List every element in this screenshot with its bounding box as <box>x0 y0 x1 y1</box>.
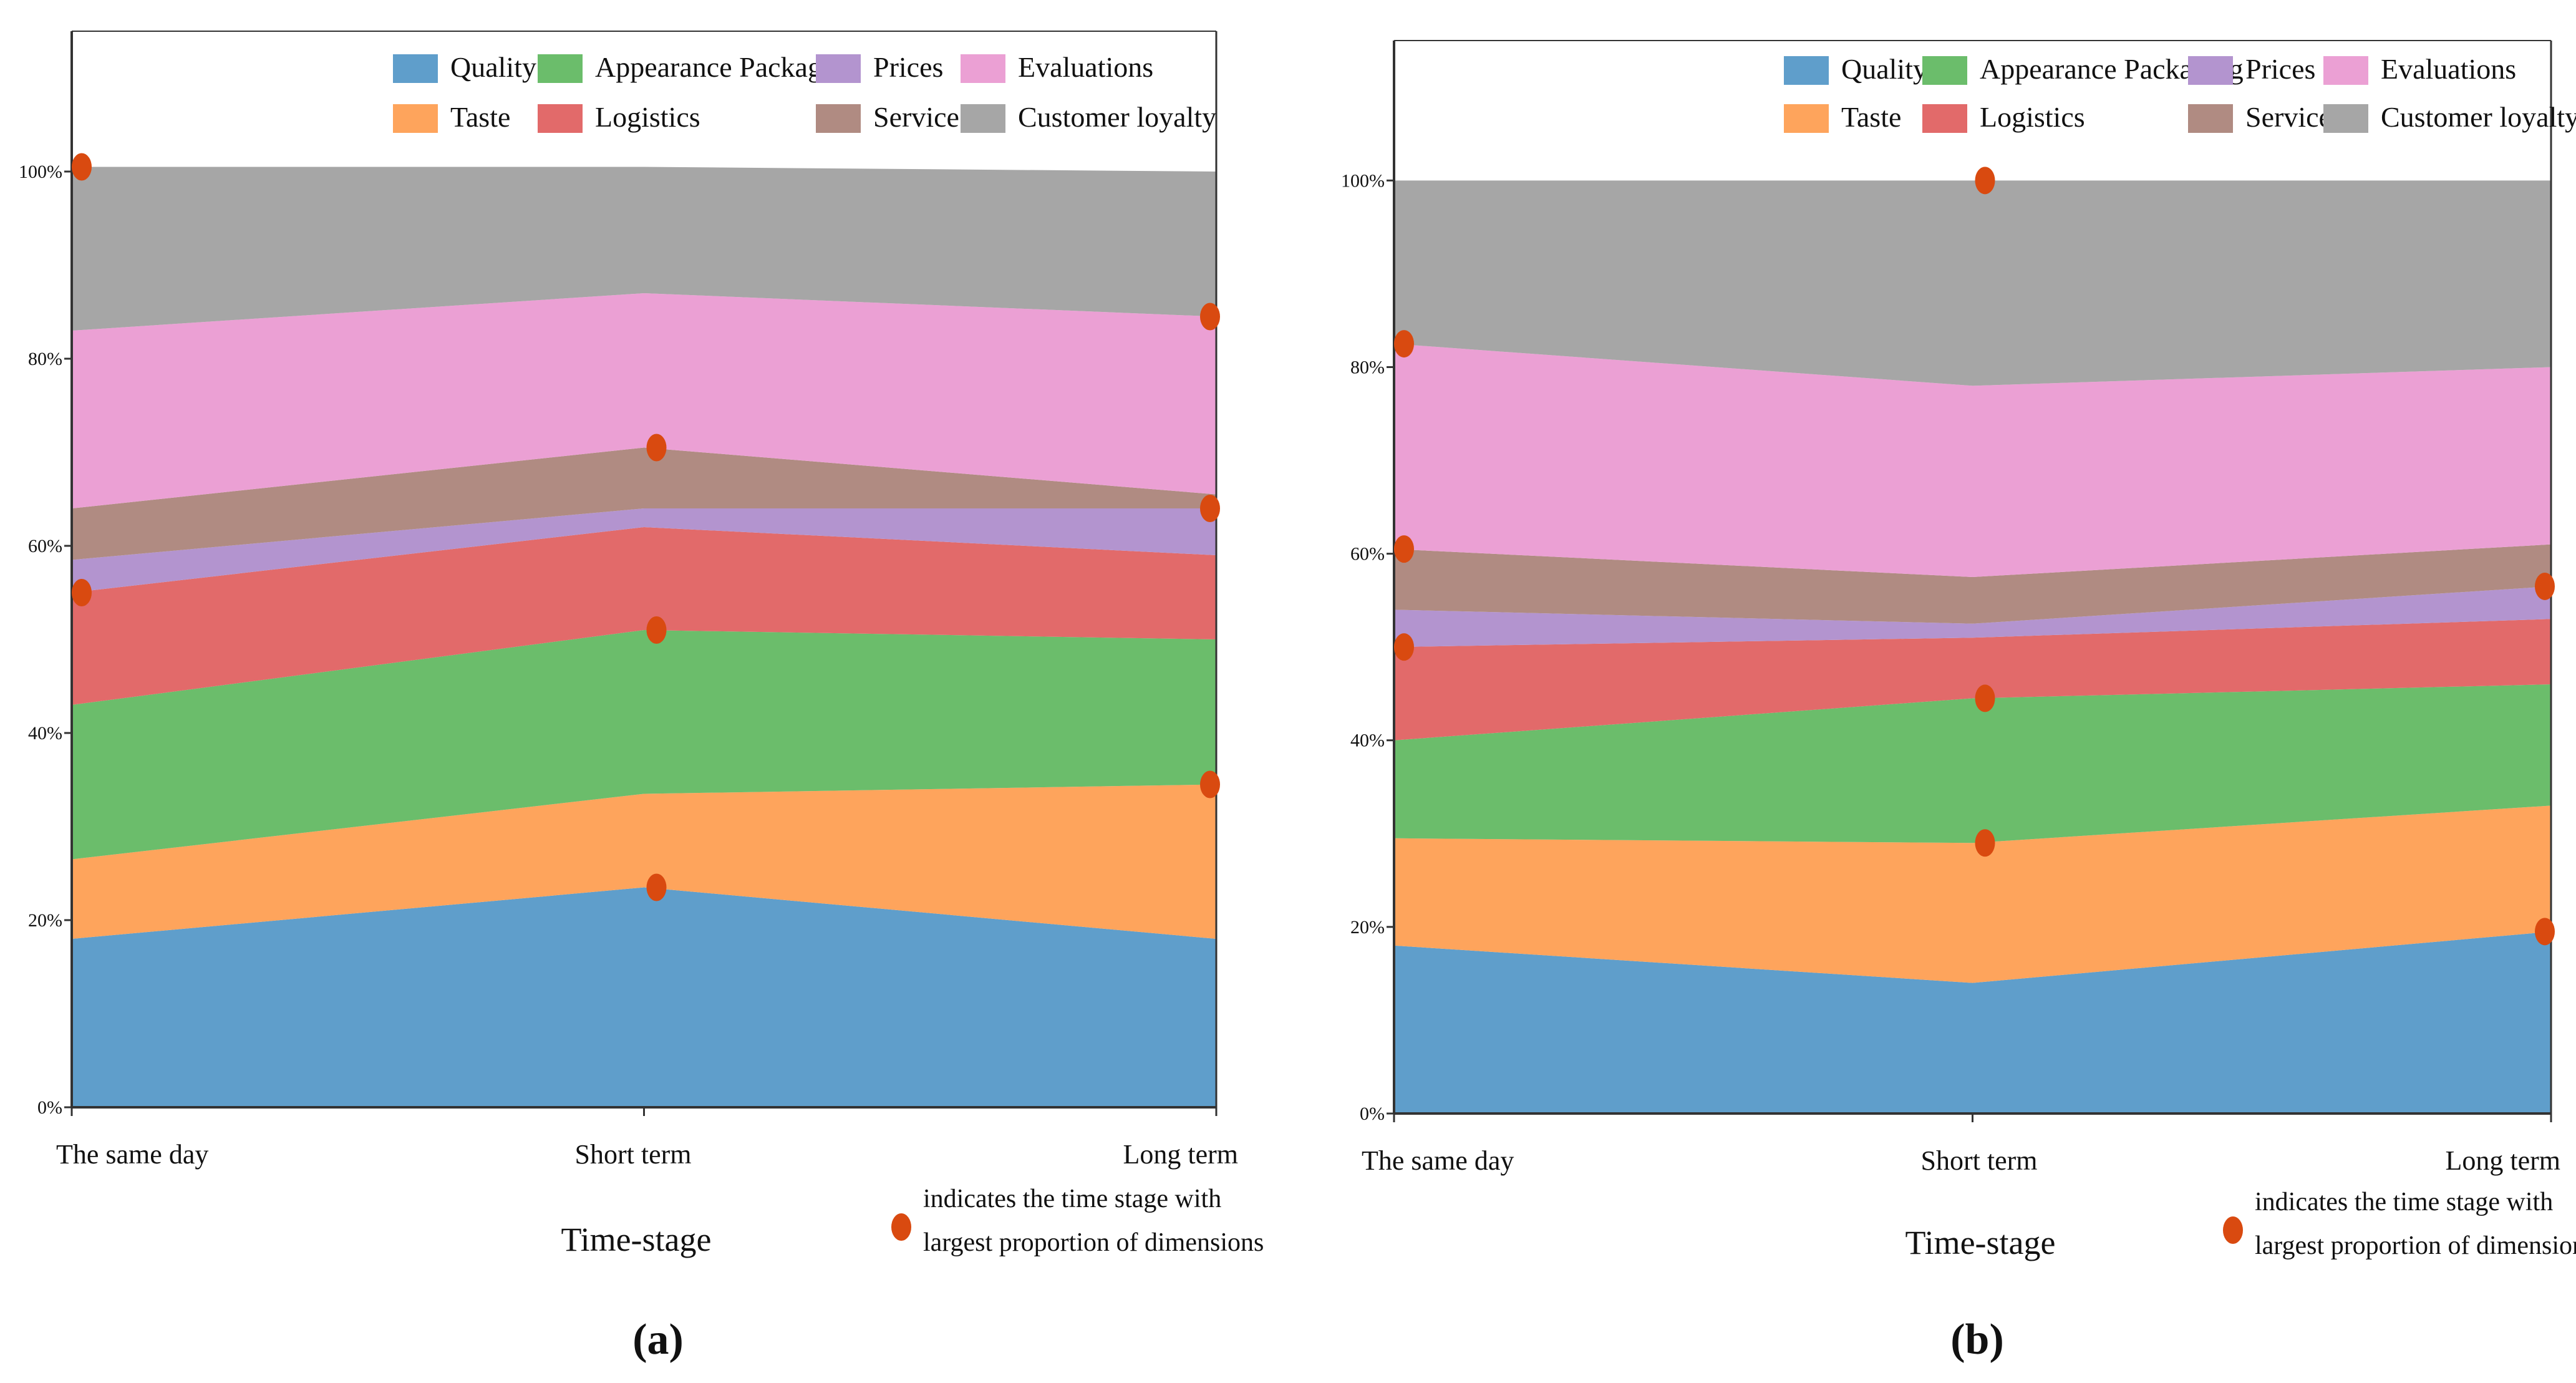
legend-swatch-evaluations <box>961 54 1005 83</box>
max-marker-appearance-packaging <box>1975 684 1995 712</box>
legend-label-customer-loyalty: Customer loyalty <box>2381 101 2576 133</box>
legend-label-service: Service <box>2245 101 2331 133</box>
legend-label-evaluations: Evaluations <box>2381 53 2516 85</box>
legend-swatch-service <box>816 104 861 133</box>
area-prices <box>72 508 1216 593</box>
x-tick-label-the-same-day: The same day <box>56 1139 208 1170</box>
max-marker-customer-loyalty <box>1975 167 1995 195</box>
x-tick-label-short-term: Short term <box>1921 1145 2038 1176</box>
legend-swatch-service <box>2188 104 2233 133</box>
area-service <box>1394 544 2551 624</box>
legend-label-customer-loyalty: Customer loyalty <box>1018 101 1216 133</box>
legend-label-logistics: Logistics <box>595 101 700 133</box>
legend-label-evaluations: Evaluations <box>1018 51 1153 83</box>
area-logistics <box>72 527 1216 705</box>
legend-swatch-appearance-packaging <box>538 54 583 83</box>
y-tick-label: 0% <box>1360 1104 1385 1124</box>
legend-swatch-logistics <box>538 104 583 133</box>
max-marker-logistics <box>1394 633 1414 661</box>
area-service <box>72 447 1216 560</box>
area-prices <box>1394 586 2551 648</box>
x-tick-label-long-term: Long term <box>1123 1139 1238 1170</box>
area-appearance-packaging <box>1394 684 2551 843</box>
max-marker-service <box>1394 535 1414 563</box>
x-axis-title: Time-stage <box>1905 1224 2056 1261</box>
area-logistics <box>1394 619 2551 740</box>
chart-panel-a: 0% 20% 40% 60% 80% 100% The same day Short term… <box>19 31 1264 1364</box>
max-marker-appearance-packaging <box>646 616 667 644</box>
legend-swatch-appearance-packaging <box>1922 56 1967 85</box>
marker-note-dot <box>2223 1216 2243 1244</box>
y-tick-label: 60% <box>1350 544 1385 565</box>
area-quality <box>1394 931 2551 1114</box>
marker-note-dot <box>891 1213 911 1241</box>
area-customer-loyalty <box>72 167 1216 331</box>
area-taste <box>72 784 1216 939</box>
y-tick-label: 40% <box>1350 730 1385 751</box>
legend-label-prices: Prices <box>873 51 943 83</box>
y-tick-label: 60% <box>28 536 62 556</box>
max-marker-taste <box>1200 770 1220 798</box>
area-quality <box>72 887 1216 1107</box>
marker-note-line-2: largest proportion of dimensions <box>923 1228 1264 1257</box>
y-tick-label: 100% <box>19 162 62 182</box>
area-evaluations <box>1394 344 2551 577</box>
legend-label-appearance-packaging: Appearance Packaging <box>595 51 859 83</box>
legend-label-prices: Prices <box>2245 53 2315 85</box>
panel-label-b: (b) <box>1950 1316 2004 1364</box>
x-tick-label-the-same-day: The same day <box>1362 1145 1514 1176</box>
marker-note-line-1: indicates the time stage with <box>923 1185 1221 1213</box>
area-taste <box>1394 805 2551 983</box>
marker-note-line-1: indicates the time stage with <box>2255 1188 2553 1216</box>
max-marker-quality <box>2535 918 2555 946</box>
legend-swatch-quality <box>393 54 438 83</box>
max-marker-customer-loyalty <box>72 153 92 181</box>
legend-label-taste: Taste <box>1841 101 1901 133</box>
x-axis-title: Time-stage <box>561 1221 712 1258</box>
legend-label-taste: Taste <box>450 101 510 133</box>
y-tick-label: 80% <box>28 349 62 369</box>
x-tick-label-short-term: Short term <box>575 1139 692 1170</box>
legend-swatch-prices <box>816 54 861 83</box>
max-marker-evaluations <box>1200 303 1220 331</box>
legend-swatch-quality <box>1784 56 1829 85</box>
y-tick-label: 20% <box>28 910 62 931</box>
chart-panel-b: 0% 20% 40% 60% 80% 100% The same day Short term… <box>1341 40 2576 1364</box>
area-appearance-packaging <box>72 630 1216 860</box>
max-marker-logistics <box>72 579 92 606</box>
legend-swatch-prices <box>2188 56 2233 85</box>
legend-swatch-evaluations <box>2323 56 2368 85</box>
max-marker-quality <box>646 873 667 901</box>
y-tick-label: 20% <box>1350 917 1385 938</box>
legend-swatch-logistics <box>1922 104 1967 133</box>
max-marker-prices <box>2535 572 2555 600</box>
y-tick-label: 100% <box>1341 170 1385 191</box>
legend-label-quality: Quality <box>1841 53 1927 85</box>
y-tick-label: 80% <box>1350 357 1385 377</box>
area-customer-loyalty <box>1394 180 2551 386</box>
x-tick-label-long-term: Long term <box>2445 1145 2560 1176</box>
y-tick-label: 0% <box>37 1097 62 1118</box>
area-evaluations <box>72 293 1216 508</box>
marker-note-line-2: largest proportion of dimensions <box>2255 1231 2576 1260</box>
legend-swatch-customer-loyalty <box>2323 104 2368 133</box>
max-marker-evaluations <box>1394 330 1414 358</box>
max-marker-prices <box>1200 495 1220 522</box>
max-marker-taste <box>1975 829 1995 857</box>
max-marker-service <box>646 434 667 462</box>
panel-label-a: (a) <box>632 1316 684 1364</box>
y-tick-label: 40% <box>28 723 62 744</box>
legend-label-logistics: Logistics <box>1980 101 2085 133</box>
legend-swatch-taste <box>1784 104 1829 133</box>
legend-swatch-taste <box>393 104 438 133</box>
legend-label-service: Service <box>873 101 959 133</box>
legend-swatch-customer-loyalty <box>961 104 1005 133</box>
legend-label-quality: Quality <box>450 51 536 83</box>
